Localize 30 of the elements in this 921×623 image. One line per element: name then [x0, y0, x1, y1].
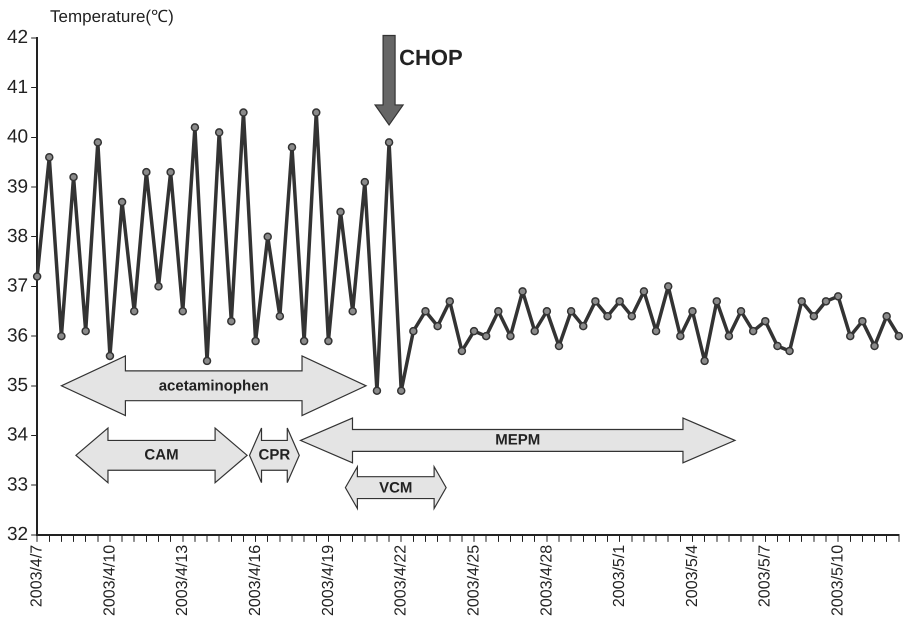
- annotation: acetaminophen: [158, 377, 269, 394]
- x-tick-label: 2003/4/19: [320, 544, 337, 616]
- x-tick-label: 2003/5/10: [830, 544, 847, 616]
- y-tick-label: 39: [6, 176, 28, 198]
- x-tick-label: 2003/4/13: [174, 544, 192, 616]
- annotation: CAM: [144, 446, 179, 464]
- x-tick-label: 2003/5/1: [611, 544, 628, 608]
- x-tick-label: 2003/4/10: [101, 544, 118, 616]
- y-tick-label: 41: [6, 76, 28, 98]
- annotation: MEPM: [495, 432, 540, 449]
- y-axis-title: Temperature(℃): [50, 6, 174, 27]
- y-tick-label: 37: [6, 276, 28, 297]
- annotation: CHOP: [399, 44, 463, 71]
- y-tick-label: 34: [6, 424, 29, 446]
- y-tick-label: 32: [6, 524, 28, 546]
- x-tick-label: 2003/4/25: [465, 544, 482, 616]
- x-tick-label: 2003/4/28: [538, 544, 556, 616]
- annotation: CPR: [258, 446, 290, 464]
- y-tick-label: 36: [6, 325, 28, 346]
- annotation: VCM: [379, 479, 412, 496]
- x-tick-label: 2003/4/7: [28, 544, 46, 608]
- y-tick-label: 38: [6, 226, 28, 247]
- y-tick-label: 40: [6, 126, 28, 148]
- y-tick-label: 35: [6, 375, 28, 396]
- x-tick-label: 2003/4/22: [392, 544, 410, 616]
- x-tick-label: 2003/4/16: [246, 544, 264, 616]
- x-tick-label: 2003/5/4: [684, 544, 701, 608]
- x-tick-label: 2003/5/7: [756, 544, 774, 608]
- y-tick-label: 33: [6, 474, 28, 496]
- y-tick-label: 42: [6, 27, 28, 48]
